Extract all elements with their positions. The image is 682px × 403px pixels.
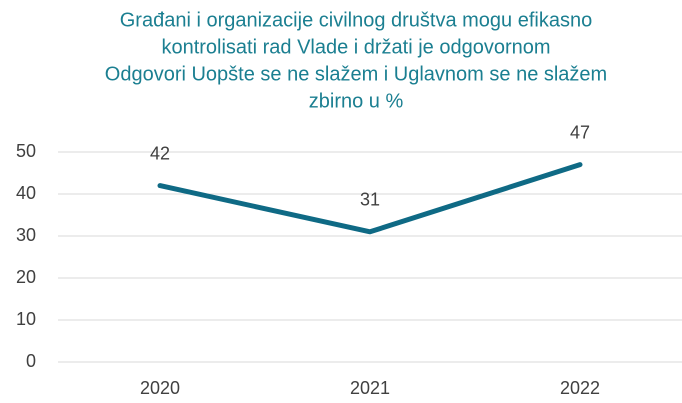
- x-tick-label: 2021: [350, 378, 390, 398]
- data-label: 47: [570, 122, 590, 142]
- y-tick-label: 20: [16, 267, 36, 287]
- y-tick-label: 50: [16, 141, 36, 161]
- chart-title: Građani i organizacije civilnog društva …: [120, 9, 592, 31]
- x-tick-label: 2020: [140, 378, 180, 398]
- data-label: 42: [150, 143, 170, 163]
- x-tick-label: 2022: [560, 378, 600, 398]
- chart-title: kontrolisati rad Vlade i držati je odgov…: [161, 36, 550, 58]
- chart-subtitle: zbirno u %: [309, 90, 404, 112]
- y-tick-label: 40: [16, 183, 36, 203]
- data-label: 31: [360, 190, 380, 210]
- chart-subtitle: Odgovori Uopšte se ne slažem i Uglavnom …: [105, 63, 607, 85]
- y-tick-label: 10: [16, 309, 36, 329]
- y-tick-label: 30: [16, 225, 36, 245]
- y-tick-label: 0: [26, 351, 36, 371]
- line: [157, 162, 583, 235]
